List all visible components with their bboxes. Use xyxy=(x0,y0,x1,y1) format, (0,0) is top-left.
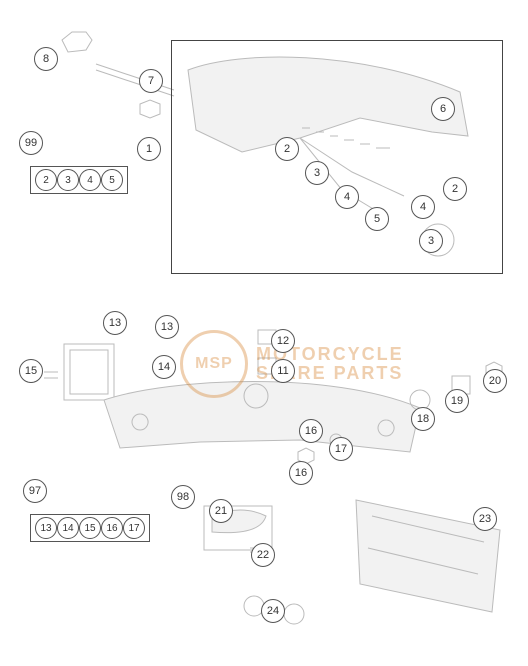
sketch-top-nut xyxy=(140,100,160,118)
callout-3[interactable]: 3 xyxy=(305,161,329,185)
group-item-13[interactable]: 13 xyxy=(35,517,57,539)
callout-13[interactable]: 13 xyxy=(103,311,127,335)
group-item-14[interactable]: 14 xyxy=(57,517,79,539)
callout-6[interactable]: 6 xyxy=(431,97,455,121)
callout-13[interactable]: 13 xyxy=(155,315,179,339)
callout-16[interactable]: 16 xyxy=(299,419,323,443)
group-item-4[interactable]: 4 xyxy=(79,169,101,191)
callout-22[interactable]: 22 xyxy=(251,543,275,567)
callout-2[interactable]: 2 xyxy=(443,177,467,201)
callout-99[interactable]: 99 xyxy=(19,131,43,155)
sketch-swingarm-low xyxy=(104,382,420,453)
callout-12[interactable]: 12 xyxy=(271,329,295,353)
callout-15[interactable]: 15 xyxy=(19,359,43,383)
callout-20[interactable]: 20 xyxy=(483,369,507,393)
callout-4[interactable]: 4 xyxy=(411,195,435,219)
diagram-canvas: MSP MOTORCYCLE SPARE PARTS 8719962345423… xyxy=(0,0,528,666)
callout-4[interactable]: 4 xyxy=(335,185,359,209)
callout-21[interactable]: 21 xyxy=(209,499,233,523)
group-item-15[interactable]: 15 xyxy=(79,517,101,539)
callout-11[interactable]: 11 xyxy=(271,359,295,383)
callout-19[interactable]: 19 xyxy=(445,389,469,413)
callout-5[interactable]: 5 xyxy=(365,207,389,231)
callout-24[interactable]: 24 xyxy=(261,599,285,623)
sketch-bolt-left xyxy=(44,372,58,378)
sketch-cap24b xyxy=(284,604,304,624)
group-item-17[interactable]: 17 xyxy=(123,517,145,539)
group-item-5[interactable]: 5 xyxy=(101,169,123,191)
group-item-3[interactable]: 3 xyxy=(57,169,79,191)
callout-18[interactable]: 18 xyxy=(411,407,435,431)
group-item-16[interactable]: 16 xyxy=(101,517,123,539)
callout-17[interactable]: 17 xyxy=(329,437,353,461)
callout-97[interactable]: 97 xyxy=(23,479,47,503)
callout-2[interactable]: 2 xyxy=(275,137,299,161)
main-assembly-frame xyxy=(171,40,503,274)
group-item-2[interactable]: 2 xyxy=(35,169,57,191)
sketch-top-clamp xyxy=(62,32,92,52)
callout-98[interactable]: 98 xyxy=(171,485,195,509)
group-g97: 1314151617 xyxy=(30,514,150,542)
callout-16[interactable]: 16 xyxy=(289,461,313,485)
group-g99: 2345 xyxy=(30,166,128,194)
callout-14[interactable]: 14 xyxy=(152,355,176,379)
callout-3[interactable]: 3 xyxy=(419,229,443,253)
callout-8[interactable]: 8 xyxy=(34,47,58,71)
sketch-bracket-left xyxy=(64,344,114,400)
callout-1[interactable]: 1 xyxy=(137,137,161,161)
callout-7[interactable]: 7 xyxy=(139,69,163,93)
callout-23[interactable]: 23 xyxy=(473,507,497,531)
